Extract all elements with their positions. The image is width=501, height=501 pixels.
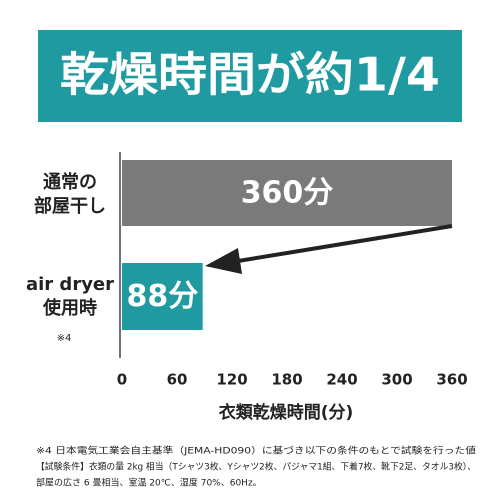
x-axis-label: 衣類乾燥時間(分) <box>219 402 354 423</box>
category-label: 部屋干し <box>34 195 106 217</box>
arrow-shaft <box>231 224 453 264</box>
arrow-head <box>205 248 242 274</box>
footnote: 部屋の広さ 6 畳相当、室温 20℃、湿度 70%、60Hz。 <box>36 477 262 489</box>
title-box <box>38 30 462 122</box>
value-label: 360分 <box>241 176 334 211</box>
footnote: ※4 日本電気工業会自主基準（JEMA-HD090）に基づき以下の条件のもとで試… <box>36 445 476 457</box>
chart-title: 乾燥時間が約1/4 <box>60 48 440 102</box>
x-tick-label: 300 <box>381 371 412 389</box>
category-label: 通常の <box>43 171 97 193</box>
x-tick-label: 0 <box>117 371 127 389</box>
x-tick-label: 360 <box>436 371 467 389</box>
x-tick-label: 120 <box>216 371 247 389</box>
x-tick-label: 180 <box>271 371 302 389</box>
x-tick-label: 240 <box>326 371 357 389</box>
bar <box>122 160 452 226</box>
bar <box>122 263 203 330</box>
value-label: 88分 <box>126 279 198 314</box>
category-note: ※4 <box>57 333 72 344</box>
footnote: 【試験条件】衣類の量 2kg 相当（Tシャツ3枚、Yシャツ2枚、パジャマ1組、下… <box>36 461 476 473</box>
x-tick-label: 60 <box>167 371 188 389</box>
category-label: 使用時 <box>42 298 97 319</box>
category-label: air dryer <box>26 274 114 295</box>
